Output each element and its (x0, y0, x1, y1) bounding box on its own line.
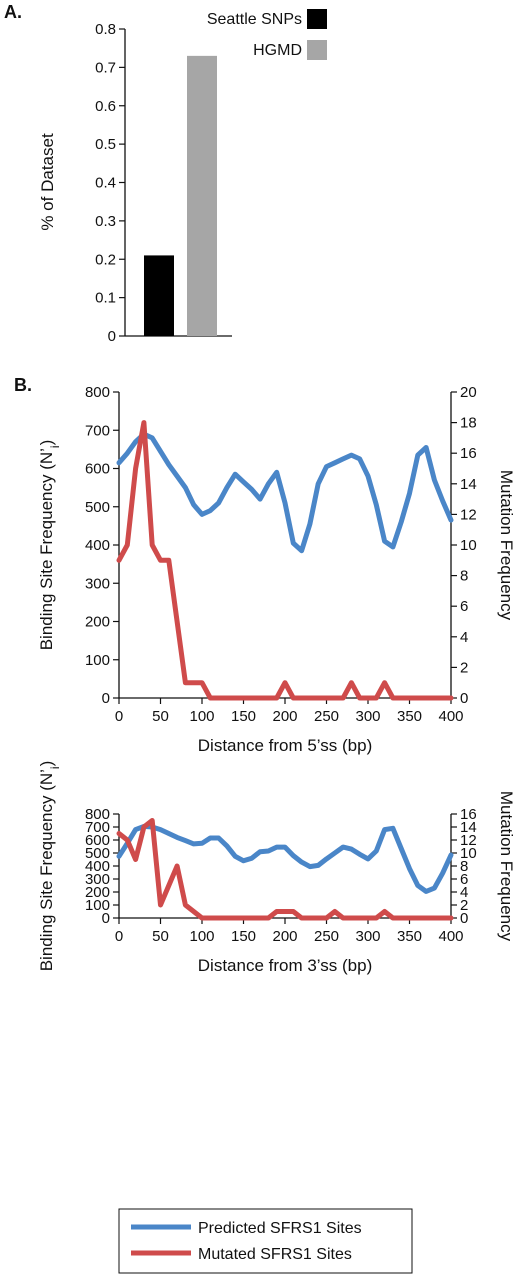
y-tick-label: 0.4 (95, 175, 116, 192)
legend-box (118, 1208, 413, 1274)
left-tick-label: 200 (85, 884, 110, 901)
right-axis-title: Mutation Frequency (497, 791, 516, 942)
y-tick-label: 0.1 (95, 290, 116, 307)
right-tick-label: 16 (460, 806, 477, 823)
x-tick-label: 400 (438, 708, 463, 725)
x-tick-label: 350 (397, 708, 422, 725)
y-axis-title: % of Dataset (38, 133, 57, 231)
right-tick-label: 0 (460, 690, 468, 707)
legend-label-mutated: Mutated SFRS1 Sites (198, 1246, 352, 1263)
right-tick-label: 2 (460, 897, 468, 914)
x-tick-label: 50 (152, 928, 169, 945)
y-tick-label: 0 (108, 328, 116, 345)
left-tick-label: 100 (85, 652, 110, 669)
x-tick-label: 300 (355, 928, 380, 945)
bar-chart-percent-of-dataset: 0 0.1 0.2 0.3 0.4 0.5 0.6 0.7 0.8 Seattle SNPs HGM… (38, 9, 327, 345)
right-tick-label: 18 (460, 415, 477, 432)
series-line-mutated-sfrs1-sites (116, 818, 454, 921)
right-tick-label: 12 (460, 506, 477, 523)
line-chart-5ss: 0100200300400500600700800024681012141618… (37, 384, 516, 755)
x-tick-label: 0 (115, 928, 123, 945)
right-tick-label: 6 (460, 598, 468, 615)
panel-a-label: A. (4, 2, 22, 22)
x-tick-label: 250 (314, 928, 339, 945)
left-tick-label: 700 (85, 819, 110, 836)
x-axis-title: Distance from 3’ss (bp) (198, 956, 372, 975)
left-tick-label: 600 (85, 461, 110, 478)
series-line-predicted-sfrs1-sites (116, 431, 454, 554)
right-tick-label: 14 (460, 476, 477, 493)
right-tick-label: 10 (460, 845, 477, 862)
left-tick-label: 300 (85, 575, 110, 592)
bar-hgmd (187, 55, 217, 337)
legend-label: Seattle SNPs (207, 11, 302, 28)
right-tick-label: 16 (460, 445, 477, 462)
left-tick-label: 500 (85, 845, 110, 862)
left-tick-label: 100 (85, 897, 110, 914)
left-tick-label: 0 (102, 910, 110, 927)
x-tick-label: 300 (355, 708, 380, 725)
x-tick-label: 400 (438, 928, 463, 945)
x-tick-label: 150 (231, 708, 256, 725)
x-tick-label: 100 (189, 708, 214, 725)
right-tick-label: 6 (460, 871, 468, 888)
right-tick-label: 8 (460, 858, 468, 875)
left-axis-title: Binding Site Frequency (N’i) (37, 440, 62, 651)
legend-swatch (307, 9, 327, 29)
left-tick-label: 700 (85, 422, 110, 439)
panel-b-label: B. (14, 375, 32, 395)
series-line-predicted-sfrs1-sites (116, 823, 454, 894)
y-tick-label: 0.6 (95, 98, 116, 115)
left-tick-label: 500 (85, 499, 110, 516)
bar-seattle-snps (144, 255, 174, 336)
right-tick-label: 10 (460, 537, 477, 554)
y-tick-label: 0.7 (95, 59, 116, 76)
right-tick-label: 4 (460, 629, 468, 646)
right-tick-label: 0 (460, 910, 468, 927)
left-tick-label: 300 (85, 871, 110, 888)
right-tick-label: 8 (460, 568, 468, 585)
right-tick-label: 4 (460, 884, 468, 901)
x-axis-title: Distance from 5’ss (bp) (198, 736, 372, 755)
left-tick-label: 600 (85, 832, 110, 849)
left-tick-label: 800 (85, 384, 110, 401)
right-tick-label: 2 (460, 659, 468, 676)
x-tick-label: 200 (272, 928, 297, 945)
x-tick-label: 50 (152, 708, 169, 725)
y-tick-label: 0.3 (95, 213, 116, 230)
left-tick-label: 0 (102, 690, 110, 707)
left-tick-label: 200 (85, 614, 110, 631)
series-line-mutated-sfrs1-sites (116, 420, 454, 701)
legend-label-predicted: Predicted SFRS1 Sites (198, 1220, 362, 1237)
y-tick-label: 0.5 (95, 136, 116, 153)
x-tick-label: 350 (397, 928, 422, 945)
legend-swatch (307, 40, 327, 60)
x-tick-label: 100 (189, 928, 214, 945)
left-tick-label: 800 (85, 806, 110, 823)
legend-label: HGMD (253, 42, 302, 59)
right-tick-label: 12 (460, 832, 477, 849)
right-axis-title: Mutation Frequency (497, 470, 516, 621)
x-tick-label: 200 (272, 708, 297, 725)
x-tick-label: 250 (314, 708, 339, 725)
left-tick-label: 400 (85, 537, 110, 554)
right-tick-label: 20 (460, 384, 477, 401)
left-tick-label: 400 (85, 858, 110, 875)
left-axis-title: Binding Site Frequency (N’i) (37, 761, 62, 972)
x-tick-label: 0 (115, 708, 123, 725)
y-tick-label: 0.2 (95, 251, 116, 268)
series-legend: Predicted SFRS1 Sites Mutated SFRS1 Site… (118, 1208, 413, 1274)
x-tick-label: 150 (231, 928, 256, 945)
right-tick-label: 14 (460, 819, 477, 836)
y-tick-label: 0.8 (95, 21, 116, 38)
